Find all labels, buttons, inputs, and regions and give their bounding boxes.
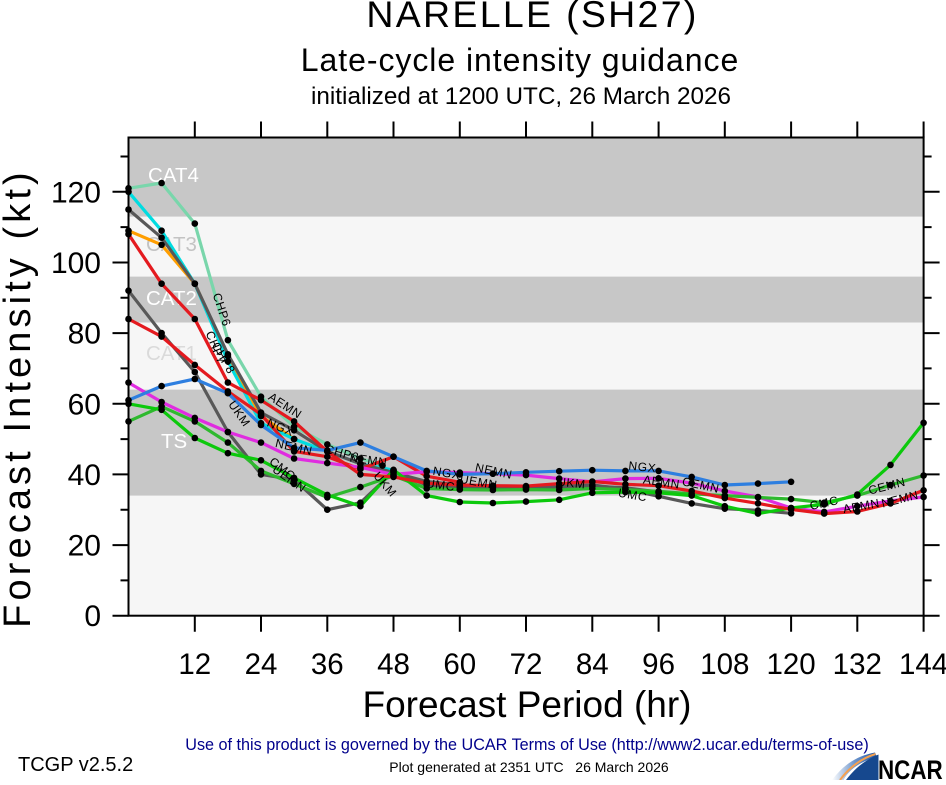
svg-text:84: 84 bbox=[576, 648, 609, 681]
svg-text:Forecast Intensity (kt): Forecast Intensity (kt) bbox=[0, 168, 39, 628]
svg-text:CMC: CMC bbox=[808, 493, 839, 513]
svg-text:NARELLE (SH27): NARELLE (SH27) bbox=[366, 0, 698, 35]
svg-text:UEMN: UEMN bbox=[459, 472, 499, 492]
svg-text:36: 36 bbox=[311, 648, 344, 681]
svg-text:48: 48 bbox=[377, 648, 410, 681]
svg-text:120: 120 bbox=[766, 648, 815, 681]
svg-text:NGX: NGX bbox=[432, 464, 462, 483]
svg-text:Use of this product is governe: Use of this product is governed by the U… bbox=[185, 736, 868, 754]
svg-text:100: 100 bbox=[51, 247, 101, 280]
svg-text:CAT2: CAT2 bbox=[146, 287, 197, 310]
svg-text:60: 60 bbox=[443, 648, 476, 681]
svg-text:TS: TS bbox=[161, 430, 187, 453]
svg-text:NEMN: NEMN bbox=[349, 450, 388, 469]
svg-text:96: 96 bbox=[642, 648, 675, 681]
svg-text:144: 144 bbox=[899, 648, 946, 681]
svg-text:NCAR: NCAR bbox=[878, 756, 943, 780]
svg-text:Plot generated at 2351 UTC 2: Plot generated at 2351 UTC 26 March 2026 bbox=[389, 759, 669, 775]
svg-text:132: 132 bbox=[833, 648, 882, 681]
svg-text:Late-cycle intensity guidance: Late-cycle intensity guidance bbox=[301, 42, 739, 78]
svg-text:20: 20 bbox=[68, 530, 101, 563]
svg-text:UKM: UKM bbox=[557, 475, 587, 492]
svg-text:TCGP v2.5.2: TCGP v2.5.2 bbox=[18, 754, 133, 776]
svg-text:120: 120 bbox=[51, 176, 101, 209]
svg-text:24: 24 bbox=[245, 648, 278, 681]
svg-text:12: 12 bbox=[178, 648, 211, 681]
svg-text:UMC: UMC bbox=[425, 476, 456, 494]
svg-text:NGX: NGX bbox=[628, 459, 657, 476]
svg-text:UMC: UMC bbox=[617, 486, 648, 505]
svg-text:80: 80 bbox=[68, 318, 101, 351]
svg-text:108: 108 bbox=[700, 648, 749, 681]
svg-text:initialized at 1200 UTC, 26 Ma: initialized at 1200 UTC, 26 March 2026 bbox=[311, 83, 731, 110]
svg-text:AEMN: AEMN bbox=[842, 496, 881, 516]
svg-text:40: 40 bbox=[68, 459, 101, 492]
svg-text:72: 72 bbox=[510, 648, 543, 681]
svg-text:AEMN: AEMN bbox=[642, 473, 681, 492]
svg-text:60: 60 bbox=[68, 388, 101, 421]
svg-text:0: 0 bbox=[84, 600, 101, 633]
svg-text:Forecast Period (hr): Forecast Period (hr) bbox=[363, 684, 692, 725]
